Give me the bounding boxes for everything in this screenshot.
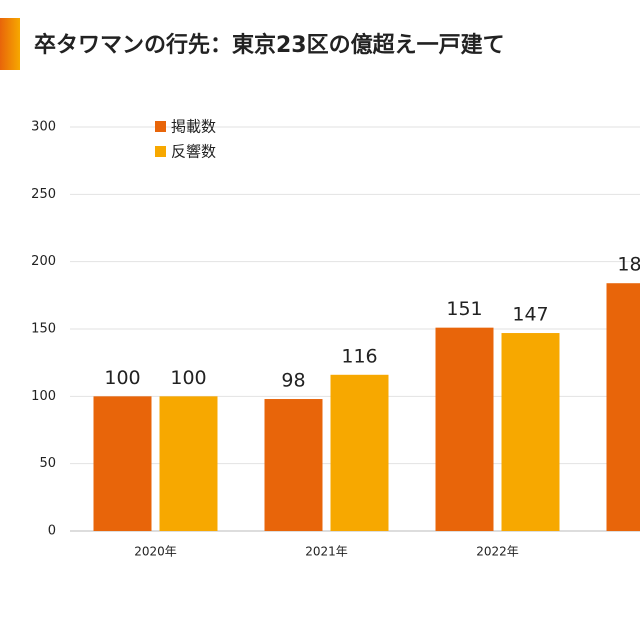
y-tick-label: 250 [31,187,56,202]
legend-swatch [155,146,166,157]
legend-label: 掲載数 [171,118,216,136]
value-label: 184 [617,254,640,276]
y-tick-label: 50 [39,456,56,471]
x-tick-label: 2021年 [305,545,348,559]
chart-title: 卒タワマンの行先：東京23区の億超え一戸建て [34,32,505,58]
value-label: 100 [170,367,206,389]
value-label: 151 [446,298,482,320]
x-tick-label: 2020年 [134,545,177,559]
y-tick-label: 300 [31,120,56,135]
value-label: 98 [281,370,305,392]
y-tick-label: 150 [31,322,56,337]
bar [501,333,560,531]
x-tick-label: 2022年 [476,545,519,559]
y-tick-label: 100 [31,389,56,404]
value-label: 147 [512,304,548,326]
bar [93,396,152,531]
value-label: 100 [104,367,140,389]
y-tick-label: 0 [48,524,56,539]
bar [330,374,389,531]
bar [435,327,494,531]
title-accent [0,18,20,70]
y-tick-label: 200 [31,254,56,269]
value-label: 116 [341,345,377,367]
legend-label: 反響数 [171,143,216,161]
bar [264,399,323,531]
legend-swatch [155,121,166,132]
bar [159,396,218,531]
bar [606,283,640,531]
